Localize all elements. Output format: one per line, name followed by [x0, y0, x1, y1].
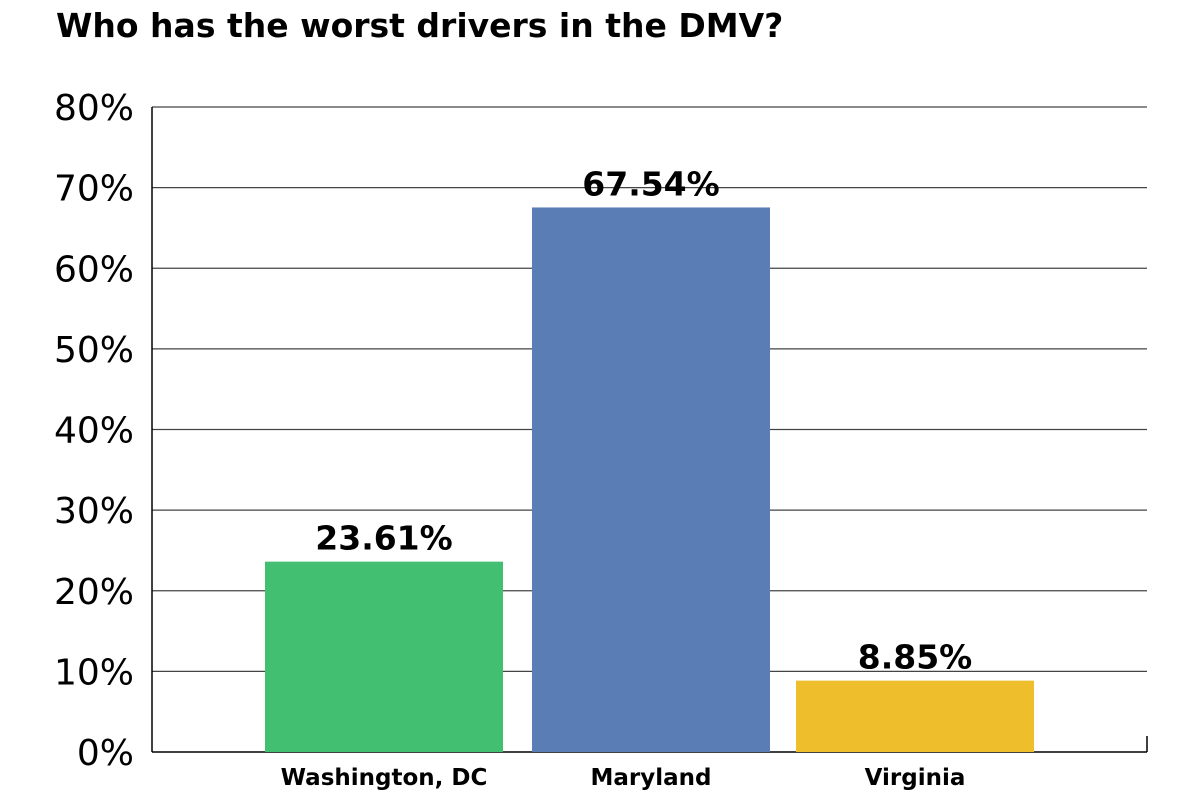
y-tick-label: 40% — [54, 411, 134, 452]
x-tick-label: Virginia — [865, 765, 966, 791]
y-tick-label: 0% — [77, 733, 134, 774]
y-tick-label: 20% — [54, 572, 134, 613]
x-tick-label: Washington, DC — [281, 765, 488, 791]
data-label: 67.54% — [582, 164, 719, 203]
y-tick-label: 80% — [54, 88, 134, 129]
y-tick-label: 70% — [54, 169, 134, 210]
y-tick-label: 60% — [54, 249, 134, 290]
x-tick-label: Maryland — [591, 765, 712, 791]
bar-0 — [265, 561, 503, 752]
bar-1 — [532, 207, 770, 753]
data-label: 8.85% — [858, 638, 973, 677]
chart-title: Who has the worst drivers in the DMV? — [56, 6, 783, 45]
y-tick-label: 30% — [54, 491, 134, 532]
bars — [265, 207, 1034, 753]
y-tick-label: 50% — [54, 330, 134, 371]
y-tick-label: 10% — [54, 652, 134, 693]
bar-2 — [796, 680, 1034, 752]
data-label: 23.61% — [315, 519, 452, 558]
labels: 0% 10% 20% 30% 40% 50% 60% 70% 80% 23.61% Washingt… — [54, 88, 972, 791]
